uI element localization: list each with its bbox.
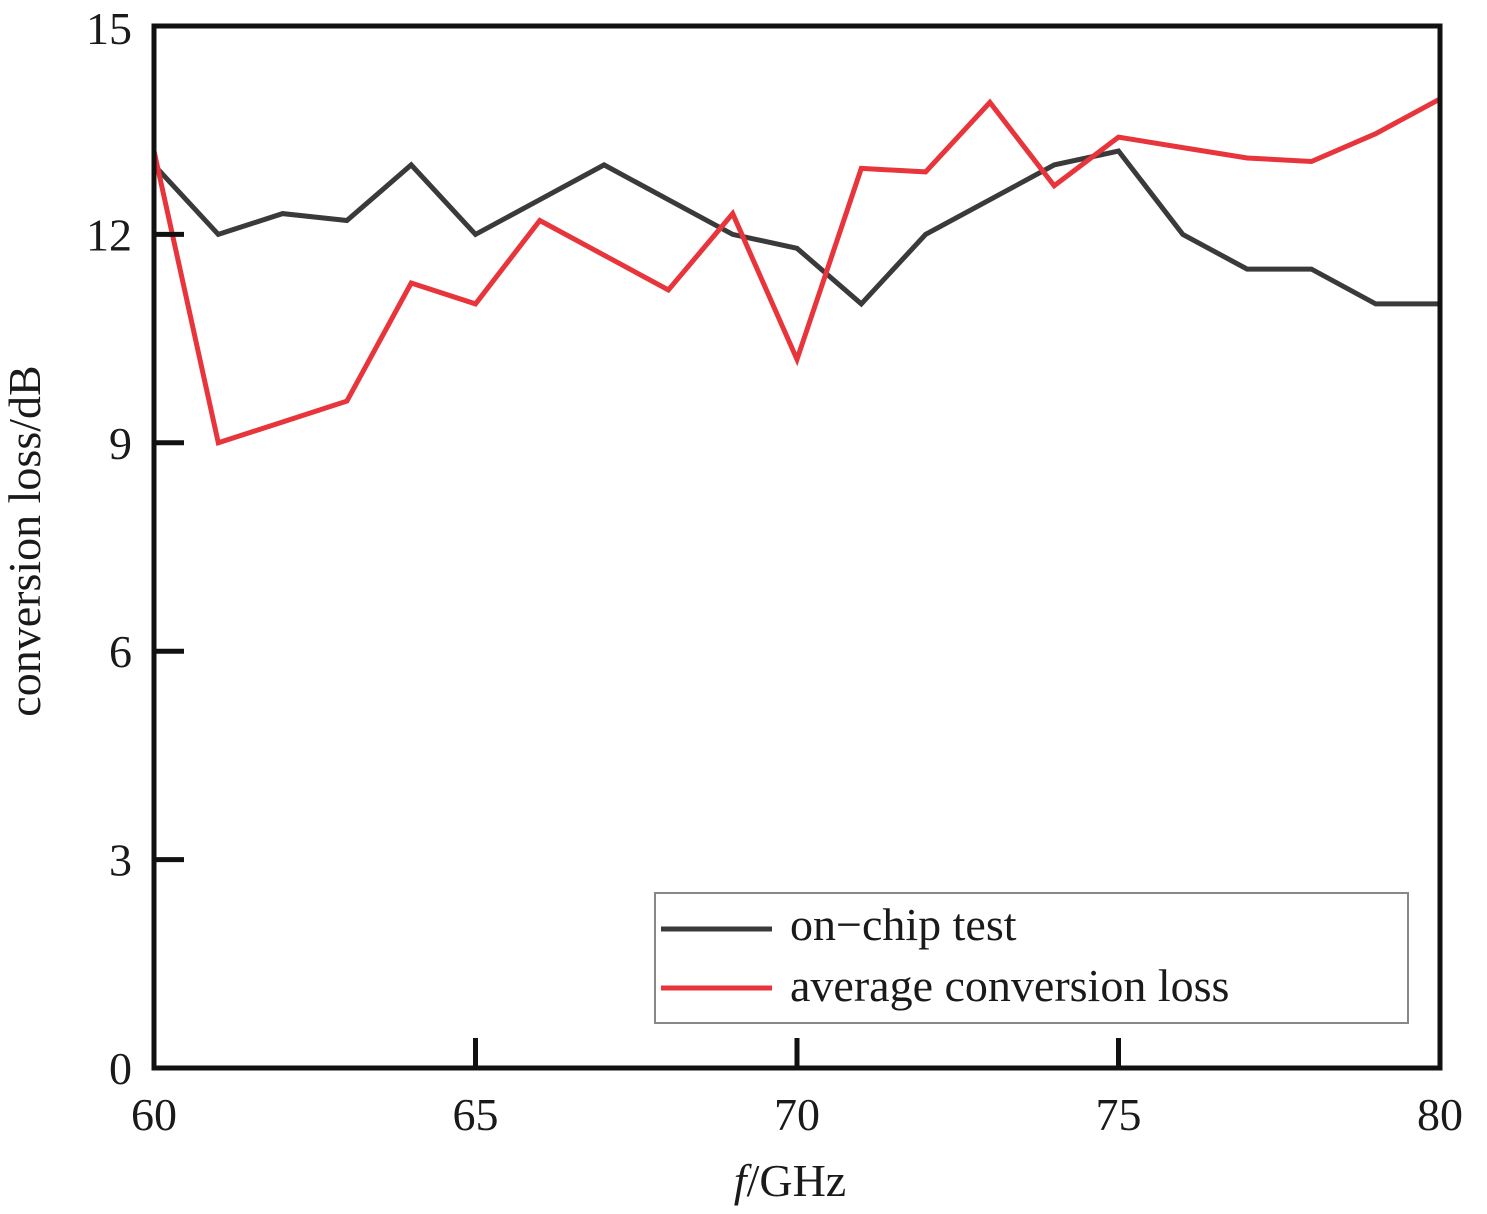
legend: on−chip test average conversion loss: [654, 892, 1409, 1024]
x-tick-label: 70: [774, 1089, 820, 1140]
y-tick-label: 15: [86, 3, 132, 54]
y-tick-label: 9: [109, 418, 132, 469]
series-line-on-chip-test: [152, 148, 1440, 308]
legend-box: [654, 892, 1409, 1024]
x-tick-label: 65: [453, 1089, 499, 1140]
y-tick-label: 6: [109, 626, 132, 677]
y-tick-label: 12: [86, 209, 132, 260]
x-tick-label: 75: [1096, 1089, 1142, 1140]
y-tick-label: 0: [109, 1043, 132, 1094]
y-tick-label: 3: [109, 835, 132, 886]
x-axis-label: f/GHz: [734, 1155, 846, 1206]
series-layer: [151, 96, 1442, 447]
x-tick-label: 60: [131, 1089, 177, 1140]
legend-label-on-chip-test: on−chip test: [790, 899, 1017, 950]
x-tick-label: 80: [1417, 1089, 1463, 1140]
ticks-layer: 0 3 6 9 12 15 60 65 70 75 80: [86, 3, 1463, 1140]
y-axis-label: conversion loss/dB: [0, 365, 50, 716]
series-line-average-conversion-loss: [151, 96, 1442, 447]
legend-label-average-conversion-loss: average conversion loss: [790, 960, 1229, 1011]
x-axis-label-unit: /GHz: [747, 1155, 847, 1206]
